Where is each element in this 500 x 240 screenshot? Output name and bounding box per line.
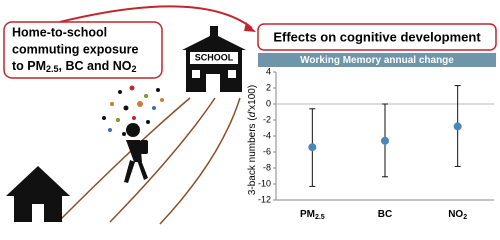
school-sign: SCHOOL	[195, 52, 234, 62]
mean-point	[381, 136, 389, 145]
exposure-line: to PM2.5, BC and NO2	[12, 59, 136, 74]
text: , BC and NO	[59, 59, 132, 73]
exposure-box	[3, 21, 163, 79]
text: to PM	[12, 59, 46, 73]
subscript: 2	[463, 214, 467, 221]
y-tick-label: 2	[266, 82, 271, 92]
x-tick-label: BC	[378, 209, 392, 220]
road-edge	[59, 97, 191, 221]
subscript: 2	[131, 64, 136, 74]
pollution-dots	[102, 85, 164, 136]
y-tick-label: -10	[258, 178, 271, 188]
y-tick-label: 4	[266, 66, 271, 76]
effects-box	[257, 23, 497, 51]
road-edge	[109, 97, 216, 223]
exposure-line: Home-to-school	[12, 25, 107, 39]
text: d'	[247, 109, 258, 118]
y-tick-label: -8	[263, 162, 271, 172]
text: PM	[300, 209, 315, 220]
mean-point	[308, 143, 317, 152]
text: BC	[378, 209, 392, 220]
x-tick-label: PM2.5	[300, 209, 325, 221]
x-tick-label: NO2	[448, 209, 467, 221]
arrow	[59, 5, 253, 29]
effects-title: Effects on cognitive development	[273, 29, 481, 44]
text: NO	[448, 209, 463, 220]
y-axis-label: 3-back numbers (d'x100)	[247, 85, 258, 195]
chart-title: Working Memory annual change	[300, 55, 454, 66]
y-tick-label: 0	[266, 98, 271, 108]
y-tick-label: -12	[258, 194, 271, 204]
child-icon	[124, 123, 148, 183]
y-tick-label: -6	[263, 146, 271, 156]
subscript: 2.5	[46, 64, 59, 74]
school-icon	[182, 26, 246, 92]
subscript: 2.5	[315, 214, 325, 221]
graphical-abstract: Home-to-school commuting exposure to PM2…	[3, 5, 497, 225]
exposure-line: commuting exposure	[12, 42, 138, 56]
chart-title-band	[258, 53, 496, 67]
text: x100)	[247, 85, 258, 110]
y-tick-label: -2	[263, 114, 271, 124]
road-edge	[159, 97, 241, 225]
house-icon	[6, 166, 70, 222]
mean-point	[453, 122, 462, 131]
arrow-head	[244, 22, 256, 32]
text: 3-back numbers (	[247, 117, 258, 195]
y-tick-label: -4	[263, 130, 271, 140]
